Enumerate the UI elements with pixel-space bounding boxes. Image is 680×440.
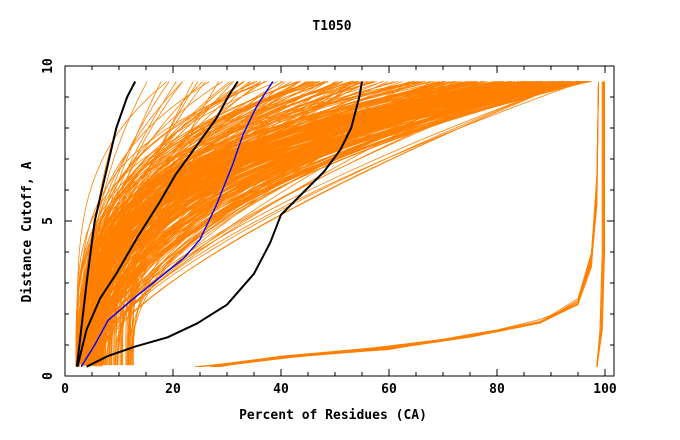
y-axis-label: Distance Cutoff, A <box>20 161 35 302</box>
bundle-curve <box>103 81 538 366</box>
series-line-1 <box>75 81 137 367</box>
bundle-curve <box>596 81 603 367</box>
highlighted-series <box>75 80 363 368</box>
y-tick-label: 0 <box>41 372 56 380</box>
series-line-3 <box>80 81 274 368</box>
bundle-curve <box>89 81 582 366</box>
y-tick-label: 5 <box>41 217 56 225</box>
axis-ticks: 0 20 40 60 80 100 0 5 10 <box>41 58 617 397</box>
bundle-curve <box>117 81 589 366</box>
series-line-2 <box>76 80 239 367</box>
bundle-curve <box>129 81 561 366</box>
x-tick-label: 100 <box>593 382 617 397</box>
bundle-curve <box>98 81 570 366</box>
bundle-curve <box>102 81 579 366</box>
bundle-curve <box>76 81 302 365</box>
x-tick-label: 80 <box>489 382 505 397</box>
y-tick-label: 10 <box>41 58 56 74</box>
x-tick-label: 0 <box>61 382 69 397</box>
series-line-4 <box>86 81 363 368</box>
bundle-curve <box>121 81 591 366</box>
x-tick-label: 60 <box>381 382 397 397</box>
bundle-curve <box>111 81 530 366</box>
x-tick-label: 40 <box>273 382 289 397</box>
background-bundle <box>75 81 605 368</box>
bundle-curve <box>79 81 313 361</box>
chart-title: T1050 <box>312 19 351 34</box>
bundle-curve <box>76 81 168 363</box>
bundle-curve <box>85 81 568 366</box>
bundle-curve <box>131 81 581 366</box>
bundle-curve <box>121 81 572 366</box>
bundle-curve <box>97 81 580 366</box>
x-axis-label: Percent of Residues (CA) <box>239 408 427 423</box>
bundle-curve <box>108 81 551 366</box>
x-tick-label: 20 <box>165 382 181 397</box>
bundle-curve <box>214 81 599 368</box>
